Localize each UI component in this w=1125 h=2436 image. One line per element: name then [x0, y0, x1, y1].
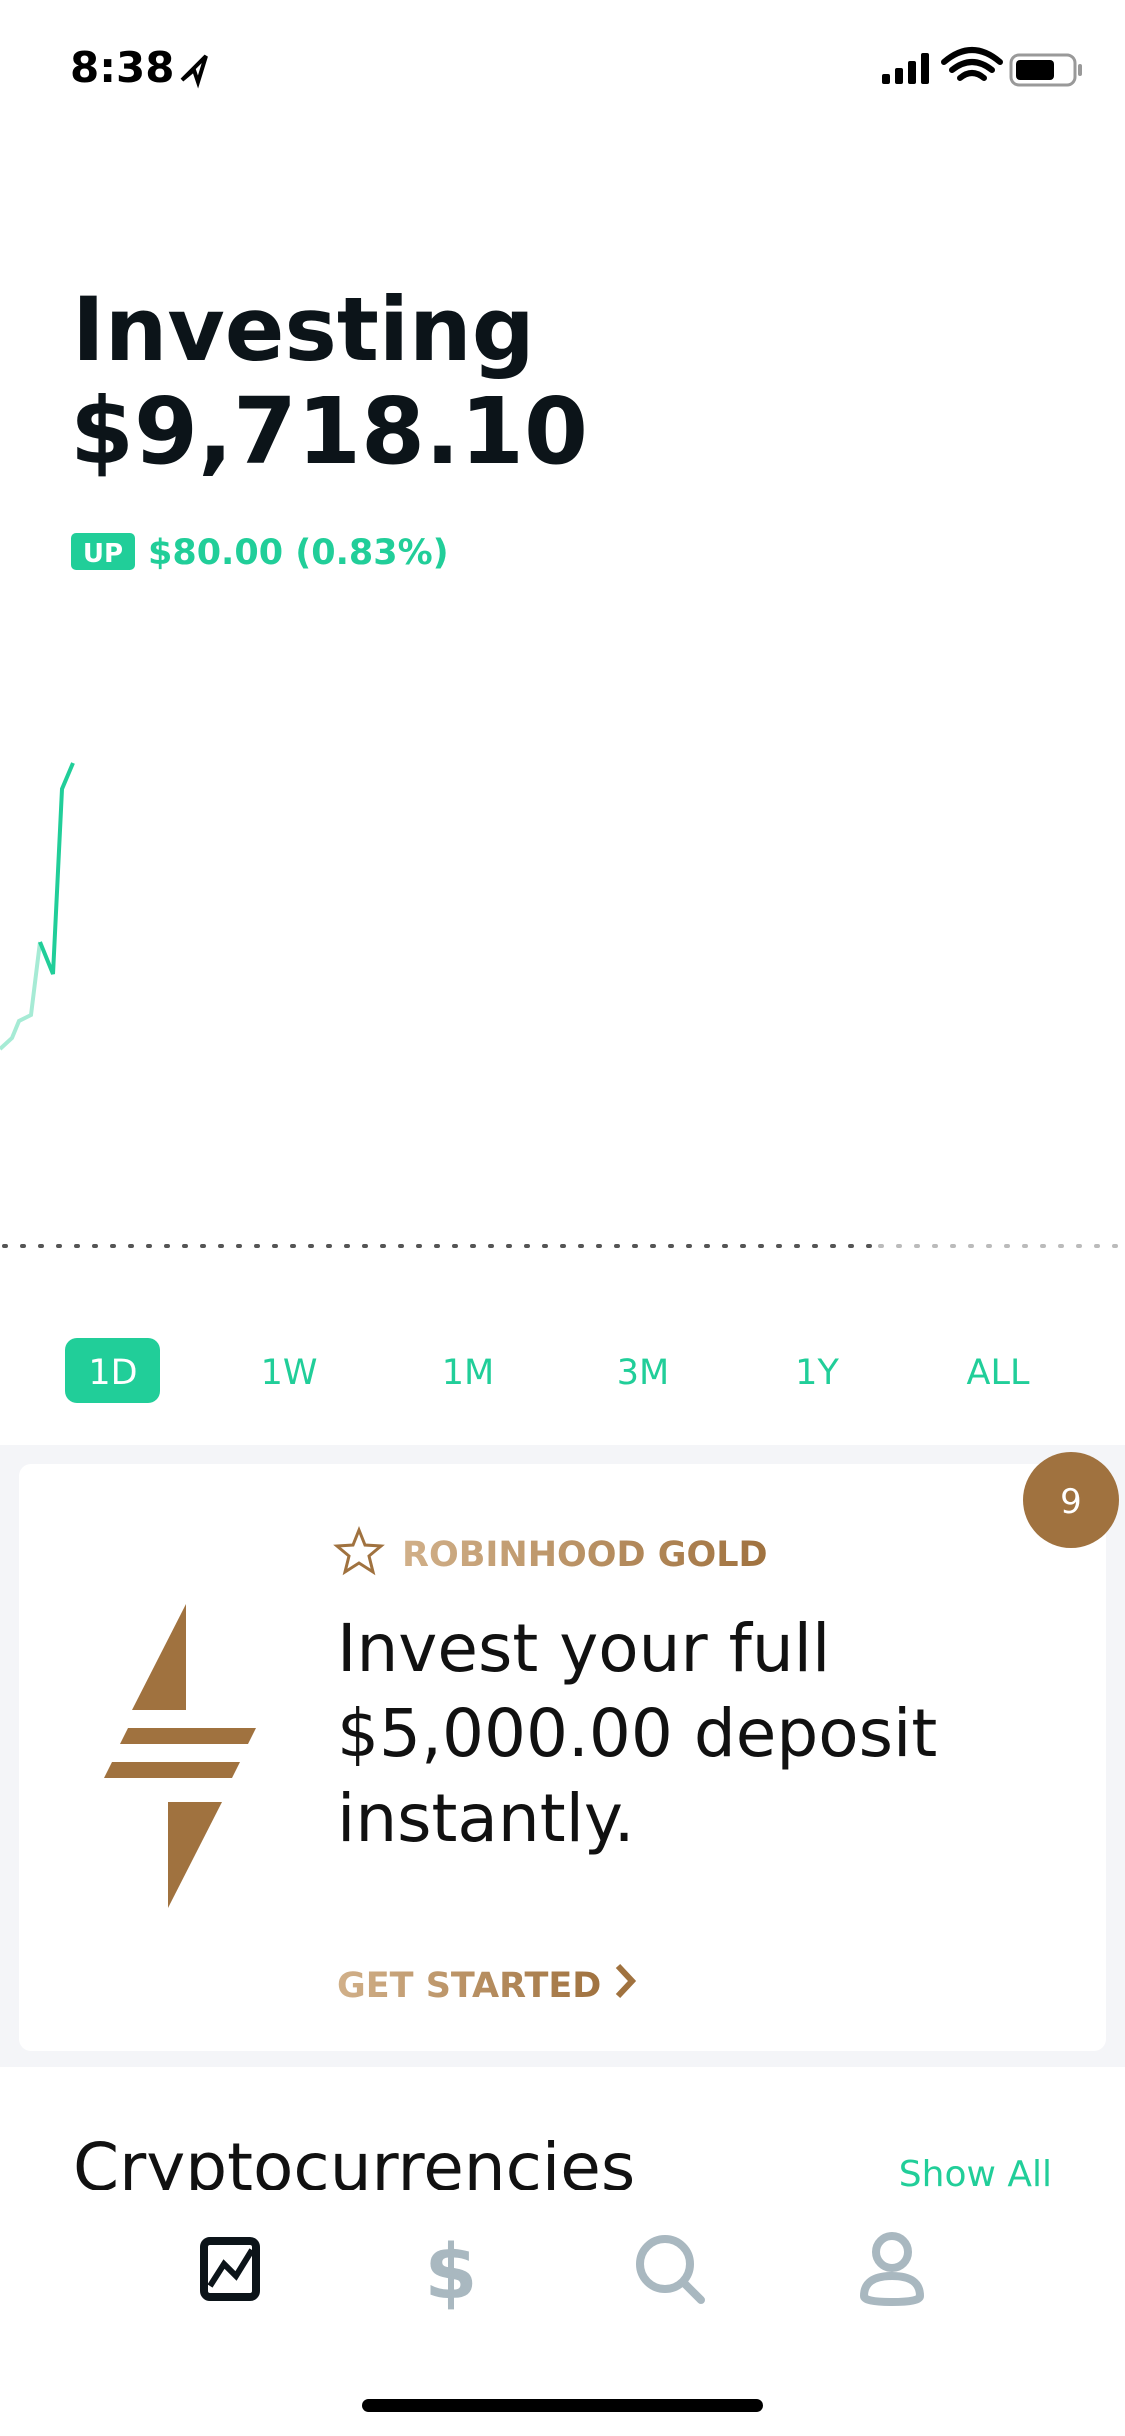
star-icon — [333, 1525, 385, 1576]
tab-account[interactable] — [859, 2232, 925, 2307]
cta-chevron — [615, 1963, 637, 1999]
range-tab-active[interactable] — [65, 1338, 160, 1403]
page-title: Investing — [72, 278, 535, 381]
battery-icon — [1009, 53, 1082, 87]
notification-badge-bg — [1023, 1452, 1119, 1548]
change-badge: UP — [83, 539, 123, 569]
range-tab[interactable]: 1W — [261, 1353, 318, 1393]
range-tab[interactable]: 1D — [88, 1353, 137, 1393]
promo-headline-line: instantly. — [337, 1780, 635, 1857]
promo-card[interactable] — [19, 1464, 1106, 2051]
promo-cta[interactable]: GET STARTED — [337, 1966, 601, 2006]
promo-headline-line: $5,000.00 deposit — [337, 1695, 937, 1772]
gold-logo — [104, 1604, 256, 1908]
tab-search[interactable] — [636, 2235, 705, 2304]
range-tab[interactable]: 3M — [617, 1353, 669, 1393]
promo-headline-line: Invest your full — [337, 1610, 830, 1687]
tab-home[interactable] — [200, 2237, 260, 2301]
range-tab[interactable]: ALL — [967, 1353, 1030, 1393]
chart-line — [38, 762, 75, 975]
signal-icon — [882, 53, 929, 84]
change-badge-bg — [71, 533, 135, 570]
tab-bar — [0, 2190, 1125, 2436]
wifi-icon — [941, 47, 1003, 81]
portfolio-value: $9,718.10 — [70, 378, 588, 485]
notification-badge: 9 — [1060, 1482, 1082, 1522]
location-icon — [180, 54, 208, 89]
range-tab[interactable]: 1Y — [795, 1353, 839, 1393]
home-indicator — [362, 2399, 763, 2412]
range-tab[interactable]: 1M — [442, 1353, 494, 1393]
promo-eyebrow: ROBINHOOD GOLD — [402, 1535, 768, 1575]
tab-cash[interactable]: $ — [425, 2227, 478, 2316]
chart-line-history — [0, 941, 42, 1051]
change-amount: $80.00 (0.83%) — [148, 533, 449, 573]
show-all-link[interactable]: Show All — [899, 2154, 1052, 2195]
status-time: 8:38 — [70, 43, 174, 92]
